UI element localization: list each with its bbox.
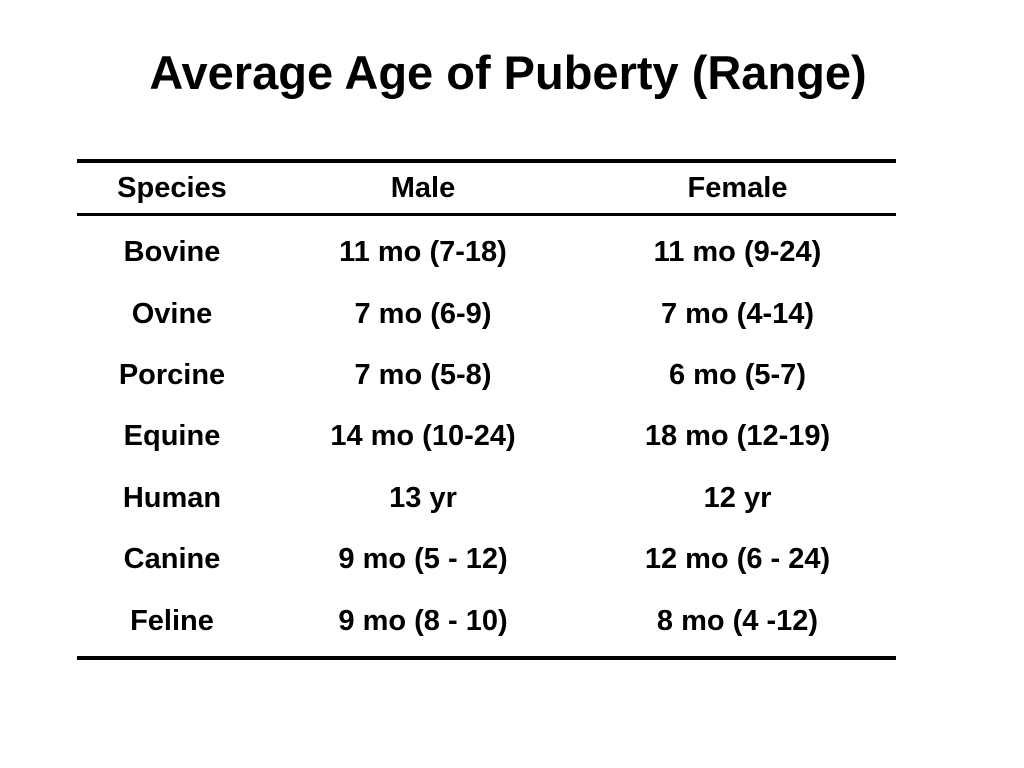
cell-male: 7 mo (6-9) <box>354 297 492 330</box>
cell-male: 9 mo (5 - 12) <box>338 543 508 576</box>
cell-male: 9 mo (8 - 10) <box>338 604 508 637</box>
header-male: Male <box>267 161 579 216</box>
header-species: Species <box>77 161 267 216</box>
table-header-row: Species Male Female <box>77 161 896 216</box>
cell-species: Human <box>122 481 222 514</box>
cell-female: 12 mo (6 - 24) <box>644 543 831 576</box>
puberty-age-table: Species Male Female Bovine 11 mo (7-18) … <box>77 159 896 660</box>
cell-male: 11 mo (7-18) <box>339 236 507 269</box>
table-row: Bovine 11 mo (7-18) 11 mo (9-24) <box>77 215 896 284</box>
cell-female: 8 mo (4 -12) <box>656 604 819 637</box>
cell-female: 7 mo (4-14) <box>660 297 815 330</box>
header-female: Female <box>579 161 896 216</box>
cell-species: Feline <box>130 604 214 637</box>
table-row: Equine 14 mo (10-24) 18 mo (12-19) <box>77 406 896 467</box>
cell-species: Porcine <box>118 358 226 391</box>
cell-female: 12 yr <box>703 481 772 514</box>
cell-female: 18 mo (12-19) <box>644 420 831 453</box>
puberty-age-table-container: Species Male Female Bovine 11 mo (7-18) … <box>77 159 896 660</box>
table-row: Human 13 yr 12 yr <box>77 468 896 529</box>
cell-male: 7 mo (5-8) <box>354 358 492 391</box>
table-row: Ovine 7 mo (6-9) 7 mo (4-14) <box>77 283 896 344</box>
table-body: Bovine 11 mo (7-18) 11 mo (9-24) Ovine 7… <box>77 215 896 658</box>
table-row: Feline 9 mo (8 - 10) 8 mo (4 -12) <box>77 590 896 657</box>
cell-species: Equine <box>123 420 221 453</box>
cell-female: 6 mo (5-7) <box>669 358 806 391</box>
slide-title: Average Age of Puberty (Range) <box>149 46 867 99</box>
cell-species: Canine <box>123 543 221 576</box>
cell-male: 13 yr <box>389 481 457 514</box>
cell-female: 11 mo (9-24) <box>653 236 822 269</box>
cell-male: 14 mo (10-24) <box>330 420 516 453</box>
cell-species: Ovine <box>131 297 213 330</box>
table-row: Porcine 7 mo (5-8) 6 mo (5-7) <box>77 345 896 406</box>
cell-species: Bovine <box>123 236 221 269</box>
table-header: Species Male Female <box>77 161 896 216</box>
table-row: Canine 9 mo (5 - 12) 12 mo (6 - 24) <box>77 529 896 590</box>
